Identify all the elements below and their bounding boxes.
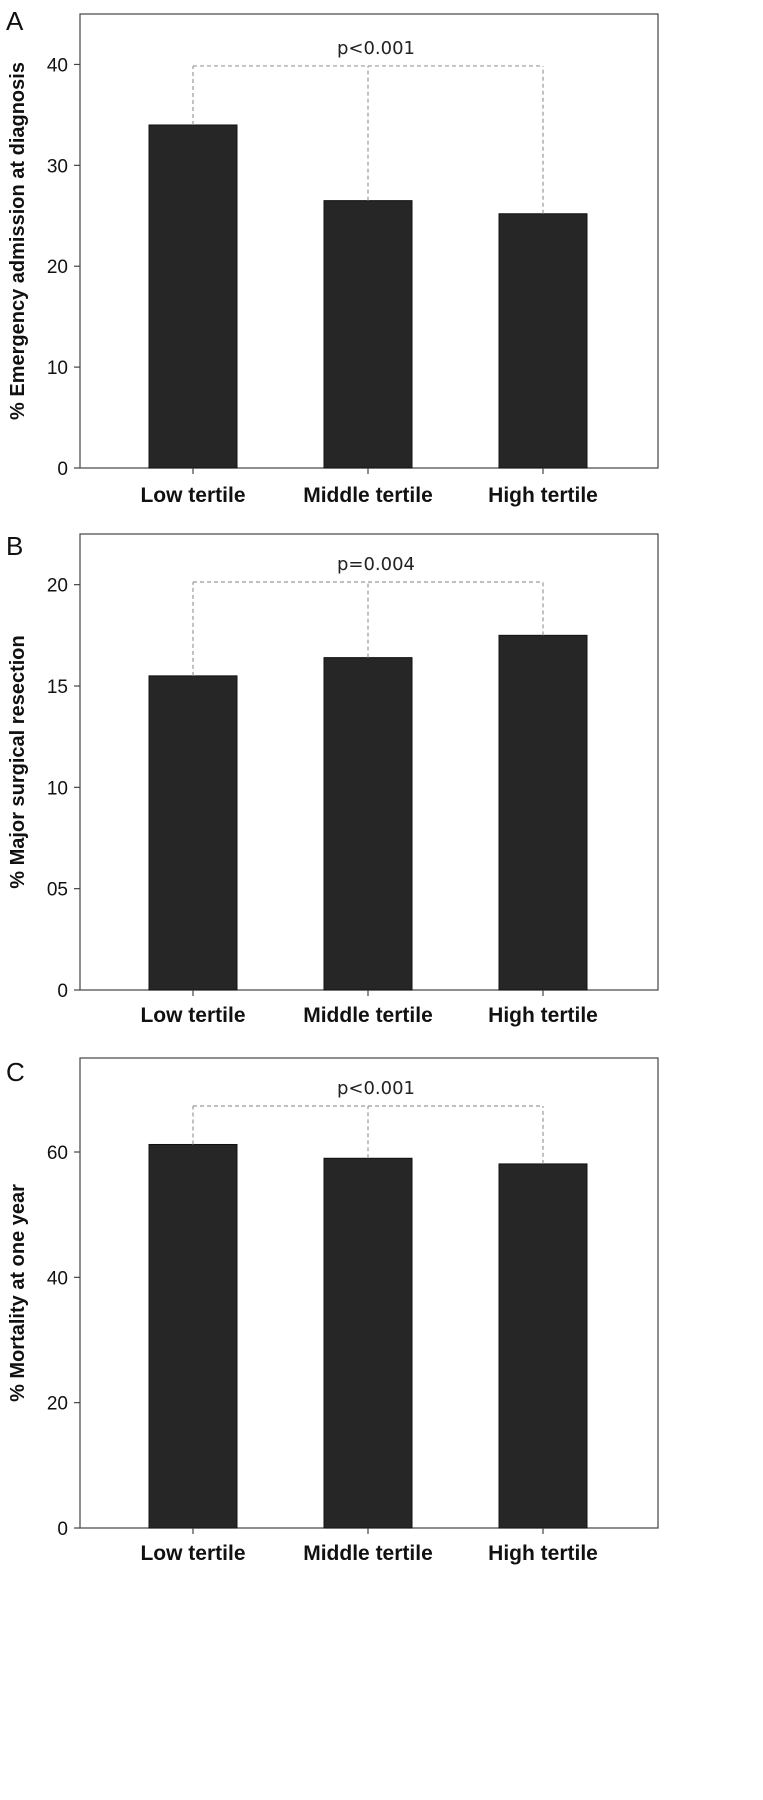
y-tick-label: 15 <box>47 677 68 698</box>
significance-bracket <box>192 581 544 676</box>
x-category-label: Middle tertile <box>303 484 433 507</box>
y-tick-label: 10 <box>47 778 68 799</box>
significance-bracket <box>192 65 544 214</box>
y-tick-label: 0 <box>57 459 68 480</box>
bar-middle-tertile <box>323 1157 413 1529</box>
y-tick-label: 40 <box>47 1268 68 1289</box>
x-category-label: Middle tertile <box>303 1542 433 1565</box>
y-tick-label: 0 <box>57 1519 68 1540</box>
panel-letter: C <box>6 1057 25 1087</box>
bar-middle-tertile <box>323 657 413 991</box>
y-axis-title: % Major surgical resection <box>7 635 29 888</box>
bar-low-tertile <box>148 675 238 991</box>
bar-high-tertile <box>498 1163 588 1529</box>
panel-letter: A <box>6 6 24 36</box>
x-category-label: Middle tertile <box>303 1004 433 1027</box>
chart-panel-c: C 0 20 40 60 % Mortality at one year Low terti… <box>6 1057 659 1565</box>
x-category-label: High tertile <box>488 484 598 507</box>
bar-high-tertile <box>498 213 588 469</box>
p-value-label: p<0.001 <box>337 38 415 59</box>
y-tick-label: 20 <box>47 1394 68 1415</box>
y-tick-label: 30 <box>47 156 68 177</box>
bar-low-tertile <box>148 124 238 469</box>
x-category-label: Low tertile <box>140 484 245 507</box>
y-axis-title: % Emergency admission at diagnosis <box>7 62 29 420</box>
y-tick-label: 60 <box>47 1143 68 1164</box>
x-category-label: High tertile <box>488 1542 598 1565</box>
x-category-label: Low tertile <box>140 1004 245 1027</box>
chart-panel-a: A 0 10 20 30 40 % Emergency admission at diagn… <box>6 6 659 507</box>
p-value-label: p=0.004 <box>337 554 415 575</box>
y-axis-title: % Mortality at one year <box>7 1184 29 1402</box>
x-category-label: High tertile <box>488 1004 598 1027</box>
y-tick-label: 0 <box>57 981 68 1002</box>
panel-letter: B <box>6 531 23 561</box>
bar-low-tertile <box>148 1143 238 1529</box>
y-tick-label: 20 <box>47 257 68 278</box>
x-category-label: Low tertile <box>140 1542 245 1565</box>
y-tick-label: 05 <box>47 880 68 901</box>
y-tick-label: 20 <box>47 576 68 597</box>
p-value-label: p<0.001 <box>337 1078 415 1099</box>
y-tick-label: 10 <box>47 358 68 379</box>
bar-middle-tertile <box>323 200 413 469</box>
y-tick-label: 40 <box>47 55 68 76</box>
significance-bracket <box>192 1105 544 1164</box>
bar-high-tertile <box>498 634 588 991</box>
chart-panel-b: B 0 05 10 15 20 % Major surgical resection Low … <box>6 531 659 1027</box>
